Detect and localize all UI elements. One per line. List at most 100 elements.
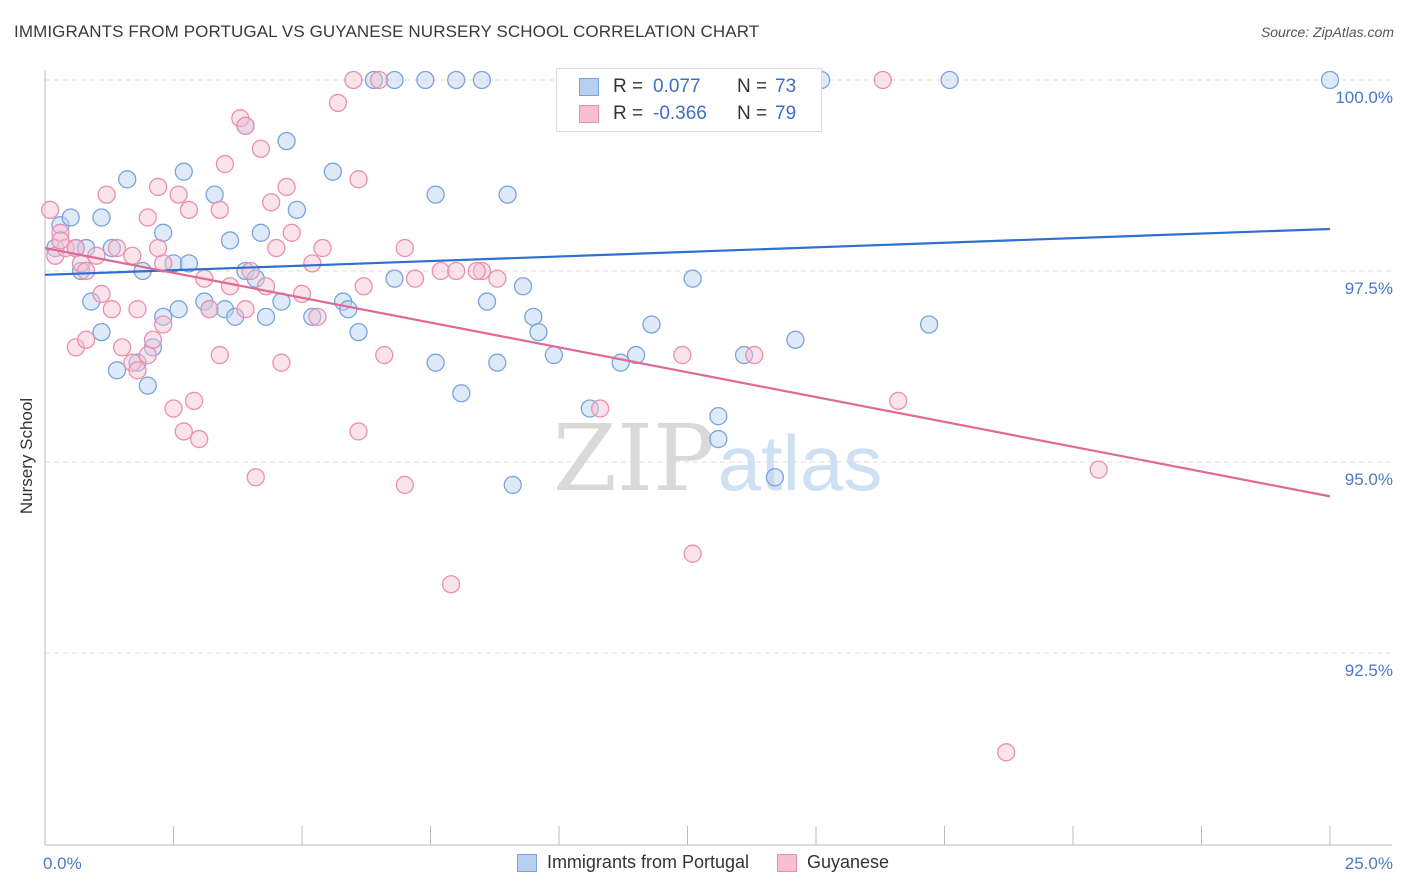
x-tick-label: 25.0% <box>1345 854 1393 873</box>
r-label: R = <box>613 76 644 97</box>
guyanese-point <box>472 261 492 281</box>
x-tick-label: 0.0% <box>43 854 82 873</box>
guyanese-point <box>138 208 157 227</box>
portugal-point <box>498 185 517 204</box>
y-tick-label: 92.5% <box>1345 661 1393 680</box>
portugal-point <box>154 307 173 326</box>
guyanese-point <box>112 338 132 357</box>
portugal-point <box>205 185 224 204</box>
guyanese-point <box>236 116 255 135</box>
portugal-point <box>426 353 445 372</box>
n-value: 73 <box>775 76 797 97</box>
guyanese-point <box>873 70 892 90</box>
portugal-point <box>174 162 193 181</box>
guyanese-point <box>128 300 147 319</box>
guyanese-point <box>107 238 127 258</box>
stats-swatch-guyanese <box>579 105 599 123</box>
guyanese-point <box>375 345 394 365</box>
watermark-atlas: atlas <box>718 419 883 507</box>
portugal-point <box>339 300 358 319</box>
guyanese-point <box>277 177 296 197</box>
portugal-point <box>364 70 384 90</box>
guyanese-point <box>236 300 255 319</box>
trend-line-guyanese <box>44 246 1331 498</box>
y-tick-label: 100.0% <box>1335 88 1393 107</box>
portugal-point <box>92 208 111 227</box>
portugal-point <box>287 200 307 220</box>
portugal-point <box>529 322 548 342</box>
guyanese-point <box>673 345 692 365</box>
guyanese-point <box>97 185 116 204</box>
guyanese-point <box>354 277 373 296</box>
portugal-point <box>709 407 728 426</box>
guyanese-point <box>441 575 461 594</box>
guyanese-point <box>395 475 414 495</box>
guyanese-point <box>76 330 96 349</box>
stats-swatch-portugal <box>579 78 599 96</box>
guyanese-point <box>313 238 332 258</box>
portugal-point <box>447 70 466 90</box>
guyanese-point <box>431 261 450 281</box>
guyanese-point <box>138 345 157 365</box>
guyanese-point <box>179 200 199 220</box>
portugal-point <box>524 307 543 326</box>
r-value: -0.366 <box>653 103 707 124</box>
portugal-point <box>503 475 522 495</box>
guyanese-point <box>51 231 70 250</box>
grid-lines <box>45 79 1392 654</box>
portugal-point <box>919 315 939 334</box>
portugal-point <box>544 345 564 365</box>
trend-lines <box>44 227 1331 498</box>
guyanese-point <box>447 261 466 281</box>
guyanese-point <box>66 338 85 357</box>
y-axis-title: Nursery School <box>17 397 36 515</box>
guyanese-point <box>590 399 610 418</box>
portugal-point <box>709 429 728 449</box>
portugal-point <box>683 269 702 288</box>
series-portugal-points <box>46 70 1340 495</box>
guyanese-point <box>148 238 168 258</box>
legend-item-portugal[interactable]: Immigrants from Portugal <box>516 852 749 873</box>
tick-labels: 100.0% 97.5% 95.0% 92.5% 0.0% 25.0% <box>43 88 1393 873</box>
r-label: R = <box>613 103 644 124</box>
guyanese-point <box>1089 460 1108 479</box>
legend-label-portugal: Immigrants from Portugal <box>546 852 749 872</box>
portugal-point <box>71 261 91 281</box>
portugal-point <box>256 307 276 326</box>
trend-line-portugal <box>44 227 1331 276</box>
portugal-point <box>580 399 599 418</box>
y-tick-label: 97.5% <box>1345 279 1393 298</box>
r-value: 0.077 <box>653 76 701 97</box>
guyanese-point <box>349 422 368 441</box>
portugal-point <box>385 70 404 90</box>
portugal-point <box>765 468 785 487</box>
portugal-point <box>154 223 173 242</box>
portugal-point <box>251 223 271 242</box>
portugal-point <box>128 353 147 372</box>
guyanese-point <box>251 139 271 158</box>
portugal-point <box>642 315 661 334</box>
guyanese-point <box>40 200 60 220</box>
guyanese-point <box>174 422 193 441</box>
guyanese-point <box>210 345 229 365</box>
portugal-point <box>626 345 646 365</box>
portugal-point <box>179 254 199 273</box>
portugal-point <box>138 376 157 395</box>
guyanese-point <box>220 277 240 296</box>
guyanese-point <box>308 307 327 326</box>
n-label: N = <box>737 76 768 97</box>
legend-swatch-guyanese <box>777 853 797 872</box>
legend-swatch-portugal <box>516 853 537 872</box>
portugal-point <box>477 292 497 311</box>
portugal-point <box>118 170 137 189</box>
guyanese-point <box>128 361 147 380</box>
guyanese-point <box>246 468 265 487</box>
legend-item-guyanese[interactable]: Guyanese <box>777 852 889 873</box>
series-guyanese-points <box>40 70 1108 762</box>
portugal-point <box>940 70 959 90</box>
portugal-point <box>786 330 805 349</box>
stats-row-guyanese: R = -0.366 N = 79 <box>557 100 796 128</box>
stats-box: R = 0.077 N = 73 R = -0.366 N = 79 <box>556 68 822 132</box>
guyanese-point <box>154 315 173 334</box>
